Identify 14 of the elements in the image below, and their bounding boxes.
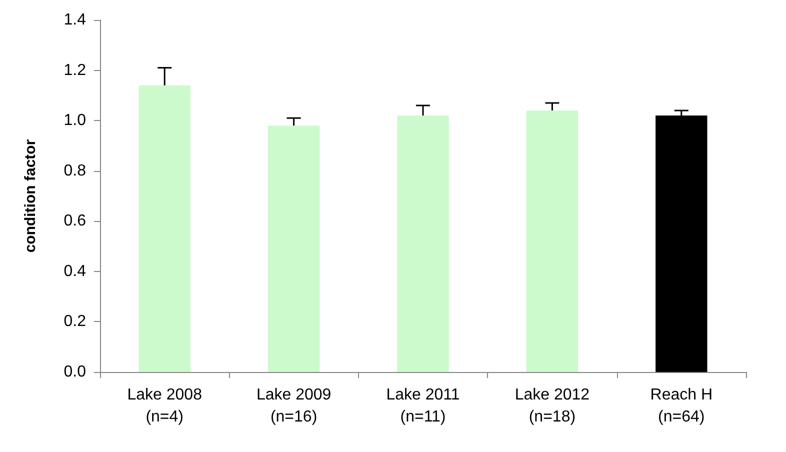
y-tick-label: 0.0 [64,364,86,380]
y-tick-label: 1.0 [64,112,86,130]
y-tick-label: 1.4 [64,12,86,28]
y-axis-title: condition factor [22,139,39,253]
y-tick-label: 0.8 [64,162,86,180]
x-tick-label: Lake 2011 (n=11) [386,386,460,426]
x-tick-label: Lake 2009 (n=16) [256,386,332,426]
x-tick-label: Reach H (n=64) [650,386,713,426]
x-tick-label: Lake 2012 (n=18) [514,386,590,426]
y-tick-label: 0.4 [64,262,86,280]
x-tick-label: Lake 2008 (n=4) [127,386,202,426]
y-tick-label: 0.2 [64,313,86,330]
y-tick-label: 1.2 [64,62,86,79]
y-tick-label: 0.6 [64,212,86,230]
